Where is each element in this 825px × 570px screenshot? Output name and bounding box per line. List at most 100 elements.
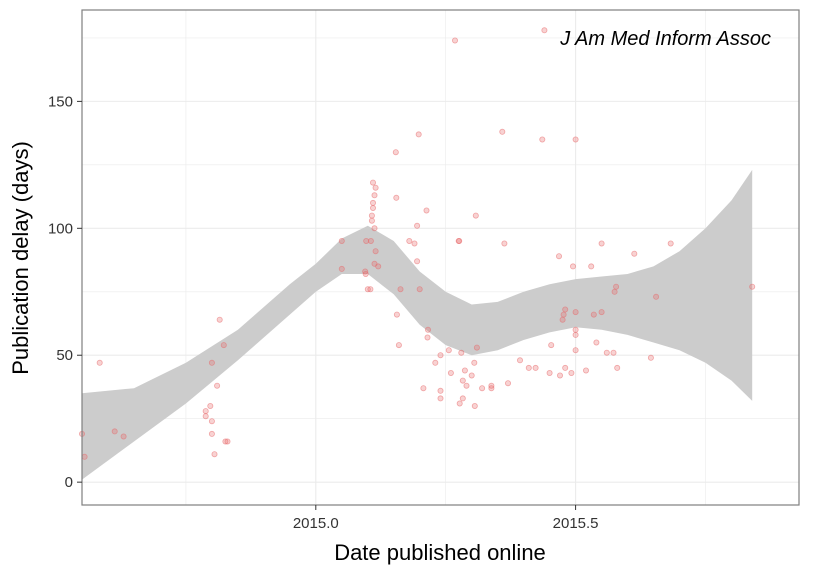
data-point bbox=[471, 402, 478, 409]
data-point bbox=[560, 311, 567, 318]
data-point bbox=[437, 352, 444, 359]
data-point bbox=[406, 237, 413, 244]
data-point bbox=[559, 316, 566, 323]
data-point bbox=[368, 212, 375, 219]
data-point bbox=[414, 258, 421, 265]
data-point bbox=[208, 359, 215, 366]
data-point bbox=[572, 309, 579, 316]
data-point bbox=[570, 263, 577, 270]
data-point bbox=[463, 382, 470, 389]
data-point bbox=[369, 199, 376, 206]
data-point bbox=[611, 288, 618, 295]
data-point bbox=[224, 438, 231, 445]
data-point bbox=[572, 347, 579, 354]
data-point bbox=[451, 37, 458, 44]
y-tick-label: 100 bbox=[48, 220, 73, 237]
panel-border bbox=[81, 9, 800, 506]
data-point bbox=[81, 453, 88, 460]
data-point bbox=[583, 367, 590, 374]
data-point bbox=[202, 408, 209, 415]
data-point bbox=[371, 192, 378, 199]
data-point bbox=[499, 128, 506, 135]
data-point bbox=[207, 402, 214, 409]
data-point bbox=[414, 222, 421, 229]
data-point bbox=[363, 237, 370, 244]
data-point bbox=[367, 237, 374, 244]
data-point bbox=[208, 430, 215, 437]
data-point bbox=[397, 286, 404, 293]
data-point bbox=[459, 395, 466, 402]
data-point bbox=[369, 179, 376, 186]
data-point bbox=[572, 331, 579, 338]
data-points-layer bbox=[79, 27, 756, 460]
data-point bbox=[362, 270, 369, 277]
data-point bbox=[598, 309, 605, 316]
data-point bbox=[216, 316, 223, 323]
data-point bbox=[504, 380, 511, 387]
x-axis-ticks: 2015.0 2015.5 bbox=[293, 505, 599, 532]
x-axis-title: Date published online bbox=[334, 540, 546, 565]
data-point bbox=[338, 265, 345, 272]
data-point bbox=[473, 344, 480, 351]
data-point bbox=[411, 240, 418, 247]
x-tick-label: 2015.0 bbox=[293, 515, 339, 532]
data-point bbox=[96, 359, 103, 366]
data-point bbox=[613, 283, 620, 290]
confidence-band-layer bbox=[82, 169, 753, 480]
data-point bbox=[572, 326, 579, 333]
data-point bbox=[432, 359, 439, 366]
y-tick-label: 0 bbox=[65, 474, 73, 491]
data-point bbox=[614, 364, 621, 371]
data-point bbox=[598, 240, 605, 247]
data-point bbox=[562, 364, 569, 371]
data-point bbox=[220, 342, 227, 349]
data-point bbox=[368, 217, 375, 224]
data-point bbox=[222, 438, 229, 445]
data-point bbox=[208, 418, 215, 425]
y-axis-ticks: 0 50 100 150 bbox=[48, 93, 82, 491]
data-point bbox=[501, 240, 508, 247]
data-point bbox=[415, 131, 422, 138]
data-point bbox=[445, 347, 452, 354]
y-axis-title: Publication delay (days) bbox=[8, 141, 33, 375]
data-point bbox=[423, 207, 430, 214]
data-point bbox=[557, 372, 564, 379]
data-point bbox=[416, 286, 423, 293]
data-point bbox=[367, 286, 374, 293]
data-point bbox=[120, 433, 127, 440]
data-point bbox=[202, 413, 209, 420]
data-point bbox=[393, 194, 400, 201]
chart-annotation: J Am Med Inform Assoc bbox=[559, 28, 771, 50]
data-point bbox=[556, 253, 563, 260]
data-point bbox=[424, 326, 431, 333]
data-point bbox=[546, 369, 553, 376]
data-point bbox=[461, 367, 468, 374]
data-point bbox=[488, 382, 495, 389]
data-point bbox=[420, 385, 427, 392]
data-point bbox=[548, 342, 555, 349]
data-point bbox=[468, 372, 475, 379]
data-point bbox=[568, 369, 575, 376]
data-point bbox=[653, 293, 660, 300]
data-point bbox=[458, 349, 465, 356]
data-point bbox=[593, 339, 600, 346]
data-point bbox=[393, 311, 400, 318]
data-point bbox=[525, 364, 532, 371]
x-tick-label: 2015.5 bbox=[553, 515, 599, 532]
y-tick-label: 150 bbox=[48, 93, 73, 110]
data-point bbox=[631, 250, 638, 257]
data-point bbox=[603, 349, 610, 356]
data-point bbox=[214, 382, 221, 389]
data-point bbox=[456, 237, 463, 244]
data-point bbox=[541, 27, 548, 34]
data-point bbox=[456, 400, 463, 407]
data-point bbox=[610, 349, 617, 356]
data-point bbox=[371, 225, 378, 232]
data-point bbox=[572, 136, 579, 143]
data-point bbox=[590, 311, 597, 318]
data-point bbox=[211, 451, 218, 458]
data-point bbox=[479, 385, 486, 392]
confidence-band bbox=[82, 169, 753, 480]
data-point bbox=[372, 184, 379, 191]
